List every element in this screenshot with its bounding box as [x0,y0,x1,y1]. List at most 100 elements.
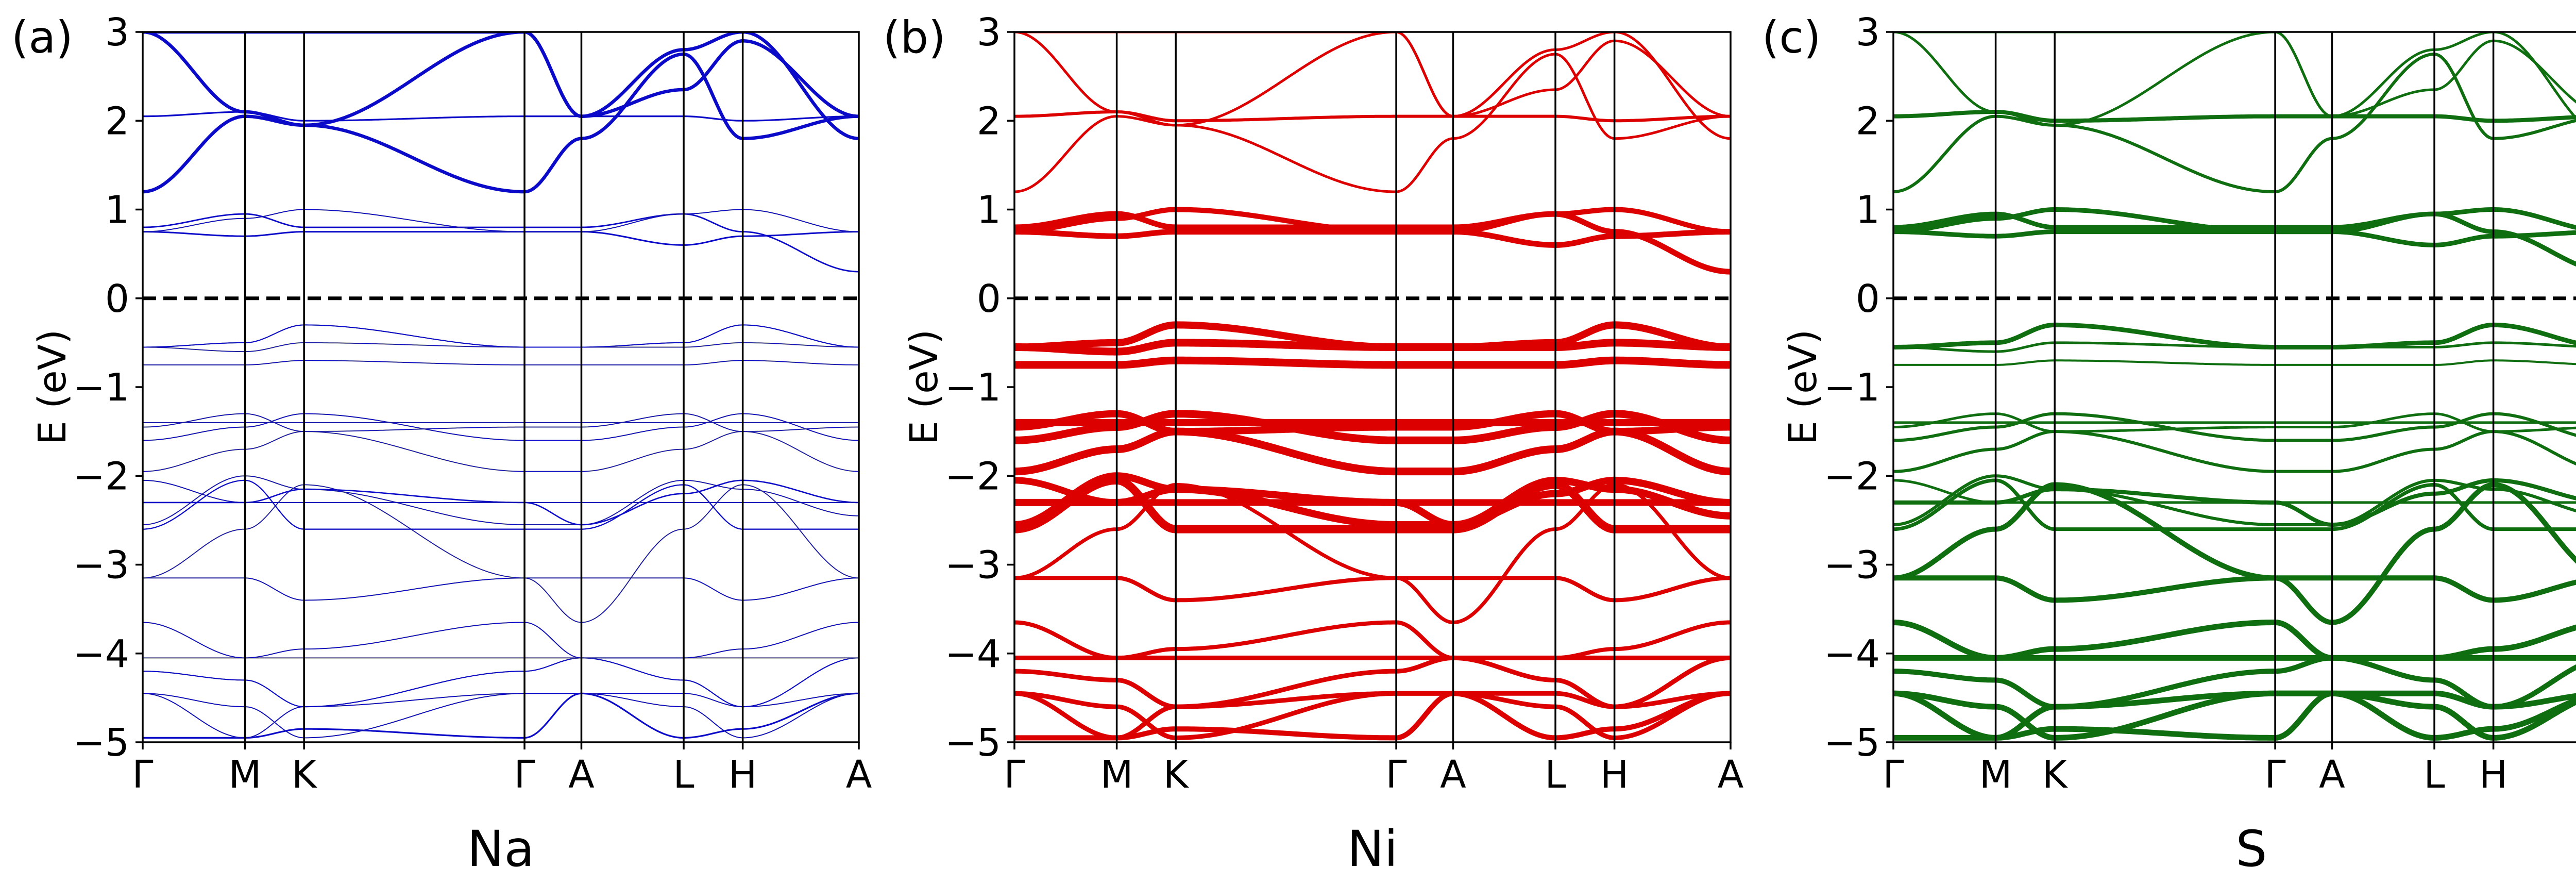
band-line [1014,356,1731,369]
y-tick-label: 2 [1856,99,1880,143]
band-line-gray [143,231,859,246]
band-line-gray [1014,693,1731,739]
band-line [143,431,859,472]
band-line [1893,690,2576,741]
band-line [143,479,859,530]
y-tick-label: 2 [105,99,129,143]
band-line [1014,32,1731,127]
band-line [143,231,859,246]
band-line-gray [143,479,859,530]
band-line [143,413,859,441]
panel-title: Na [467,820,535,878]
y-tick-label: −1 [945,365,1001,410]
band-line [1014,691,1731,740]
band-line [143,484,859,623]
band-line [1893,479,2576,504]
k-point-label: A [1440,753,1466,797]
band-line [143,692,859,739]
band-line-gray [143,360,859,365]
band-line [143,213,859,273]
band-line [143,32,859,140]
band-line-gray [143,657,859,708]
band-line-gray [143,693,859,739]
y-axis-label: E (eV) [30,329,75,445]
band-line-gray [1014,32,1731,139]
band-line [1893,655,2576,710]
band-line [143,622,859,659]
k-point-label: L [2424,753,2445,797]
band-line [1893,32,2576,127]
bands-ni [1014,32,1731,741]
y-tick-label: −3 [1824,543,1880,588]
band-line-gray [1014,622,1731,659]
band-line [143,324,859,348]
band-line [1014,207,1731,235]
y-tick-label: −3 [945,543,1001,588]
band-line [1014,321,1731,351]
k-point-label: H [1600,753,1629,797]
k-point-label: K [1163,753,1190,797]
k-point-label: A [1718,753,1744,797]
band-line [1893,478,2576,531]
y-tick-label: −5 [73,721,129,765]
band-line-gray [143,479,859,503]
k-point-label: A [2319,753,2345,797]
y-tick-label: −4 [73,632,129,676]
bands-na [143,32,859,739]
band-line-gray [1014,577,1731,601]
band-line [143,413,859,432]
y-tick-label: −2 [1824,454,1880,498]
band-line [1014,691,1731,740]
band-line-gray [143,431,859,472]
band-line-gray [143,475,859,525]
y-tick-label: 1 [1856,188,1880,232]
band-line-gray [143,209,859,232]
k-point-label: A [568,753,595,797]
panel-title: Ni [1347,820,1398,878]
y-tick-label: 3 [1856,10,1880,55]
band-line [143,360,859,365]
k-point-label: M [1979,753,2012,797]
band-line [1014,53,1731,193]
band-line-gray [143,484,859,623]
y-tick-label: −2 [73,454,129,498]
k-point-label: M [229,753,262,797]
k-point-label: L [1545,753,1566,797]
band-line [1014,472,1731,528]
band-line [1014,655,1731,709]
band-line-gray [143,577,859,601]
band-line [1014,483,1731,624]
band-line [143,342,859,352]
band-line [1014,576,1731,603]
y-tick-label: −4 [945,632,1001,676]
k-point-label: K [2042,753,2069,797]
y-tick-label: 3 [105,10,129,55]
band-line [1014,477,1731,506]
panel-label: (b) [883,12,946,63]
y-tick-label: 1 [105,188,129,232]
band-line-gray [1014,693,1731,739]
k-point-label: A [846,753,872,797]
panel-label: (c) [1762,12,1821,63]
band-line [1893,207,2576,235]
band-line [1893,412,2576,433]
y-tick-label: 3 [977,10,1001,55]
band-line [143,480,859,503]
y-tick-label: −5 [945,721,1001,765]
band-line-gray [143,693,859,739]
band-line-gray [143,622,859,659]
band-line [143,657,859,708]
y-tick-label: −1 [73,365,129,410]
k-point-label: Γ [1004,753,1025,797]
band-line-gray [1014,54,1731,193]
band-line [1014,410,1731,436]
band-line [143,693,859,739]
y-tick-label: 1 [977,188,1001,232]
k-point-label: H [2479,753,2508,797]
band-line [1893,412,2576,442]
band-line-gray [1014,693,1731,739]
band-line-gray [1014,213,1731,273]
y-tick-label: 0 [105,277,129,321]
panel-label: (a) [11,12,73,63]
band-line [1893,575,2576,603]
